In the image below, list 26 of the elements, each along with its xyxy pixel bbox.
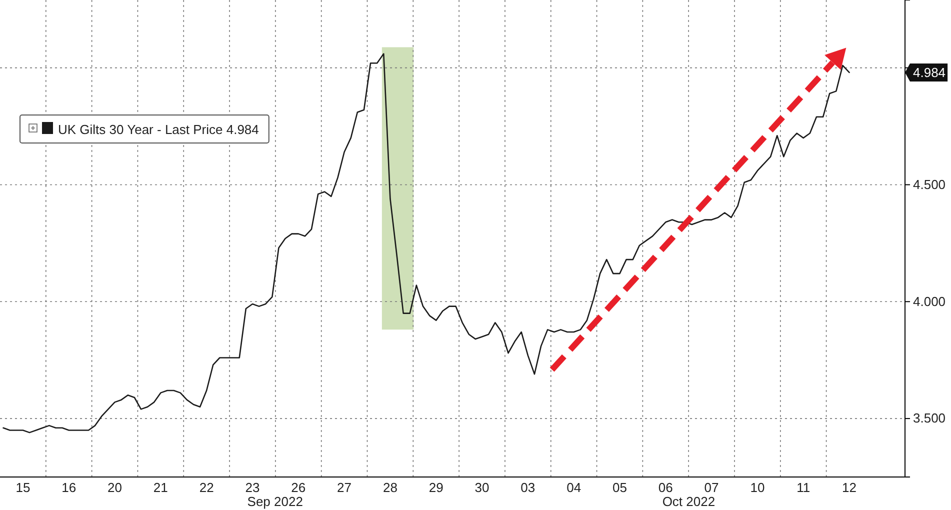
- x-tick-label: 22: [199, 480, 214, 496]
- x-tick-label: 26: [291, 480, 306, 496]
- x-tick-label: 04: [566, 480, 582, 496]
- y-tick-label: 4.500: [913, 176, 946, 192]
- x-tick-label: 05: [612, 480, 627, 496]
- x-tick-label: 23: [245, 480, 260, 496]
- x-tick-label: 03: [520, 480, 536, 496]
- x-tick-label: 12: [842, 480, 856, 496]
- x-tick-label: 07: [704, 480, 719, 496]
- x-tick-label: 11: [796, 480, 810, 496]
- x-tick-label: 29: [428, 480, 444, 496]
- text: Sep 2022: [247, 494, 303, 509]
- text: 4.984: [913, 64, 946, 80]
- y-tick-label: 3.500: [913, 410, 946, 426]
- x-tick-label: 16: [62, 480, 76, 496]
- x-tick-label: 06: [658, 480, 673, 496]
- x-tick-label: 15: [16, 480, 30, 496]
- x-tick-label: 20: [108, 480, 122, 496]
- y-tick-label: 4.000: [913, 294, 946, 309]
- x-tick-label: 28: [382, 480, 398, 496]
- legend-label: UK Gilts 30 Year - Last Price 4.984: [58, 122, 259, 137]
- x-tick-label: 10: [750, 480, 765, 496]
- x-tick-label: 30: [474, 480, 490, 496]
- text: Oct 2022: [662, 494, 716, 509]
- x-tick-label: 21: [153, 480, 168, 496]
- x-tick-label: 27: [337, 480, 352, 496]
